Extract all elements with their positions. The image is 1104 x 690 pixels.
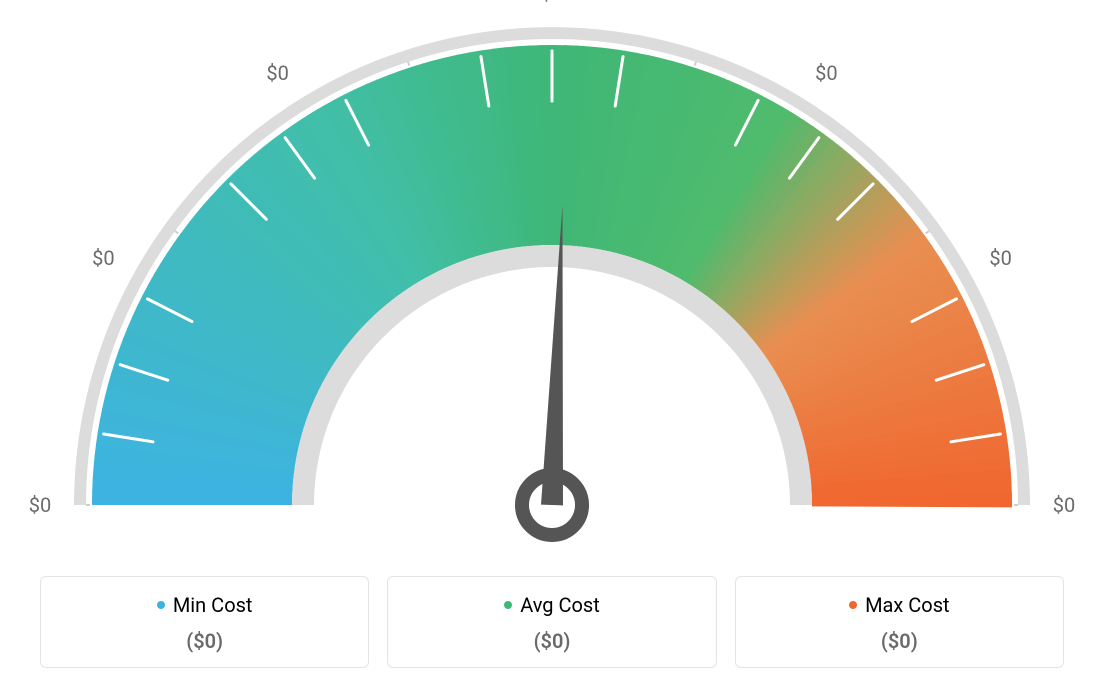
- tick-label-1: $0: [92, 246, 114, 270]
- gauge-svg: [0, 0, 1104, 560]
- tick-label-5: $0: [989, 246, 1011, 270]
- tick-label-0: $0: [29, 493, 51, 517]
- tick-label-6: $0: [1053, 493, 1075, 517]
- legend-label-min-text: Min Cost: [173, 593, 253, 617]
- dot-avg: [504, 601, 512, 609]
- tick-label-2: $0: [266, 61, 288, 85]
- legend-label-max: Max Cost: [746, 593, 1053, 617]
- cost-gauge-chart: $0 $0 $0 $0 $0 $0 $0 Min Cost ($0) Avg Cost ($…: [0, 0, 1104, 690]
- legend-card-max: Max Cost ($0): [735, 576, 1064, 668]
- legend-label-min: Min Cost: [51, 593, 358, 617]
- dot-max: [849, 601, 857, 609]
- legend-card-min: Min Cost ($0): [40, 576, 369, 668]
- legend-label-avg: Avg Cost: [398, 593, 705, 617]
- legend-value-avg: ($0): [398, 629, 705, 653]
- legend-label-avg-text: Avg Cost: [520, 593, 600, 617]
- legend-card-avg: Avg Cost ($0): [387, 576, 716, 668]
- tick-label-3: $0: [541, 0, 563, 5]
- legend-label-max-text: Max Cost: [865, 593, 950, 617]
- dot-min: [157, 601, 165, 609]
- tick-label-4: $0: [815, 61, 837, 85]
- legend-row: Min Cost ($0) Avg Cost ($0) Max Cost ($0…: [40, 576, 1064, 668]
- legend-value-min: ($0): [51, 629, 358, 653]
- legend-value-max: ($0): [746, 629, 1053, 653]
- gauge-area: $0 $0 $0 $0 $0 $0 $0: [0, 0, 1104, 560]
